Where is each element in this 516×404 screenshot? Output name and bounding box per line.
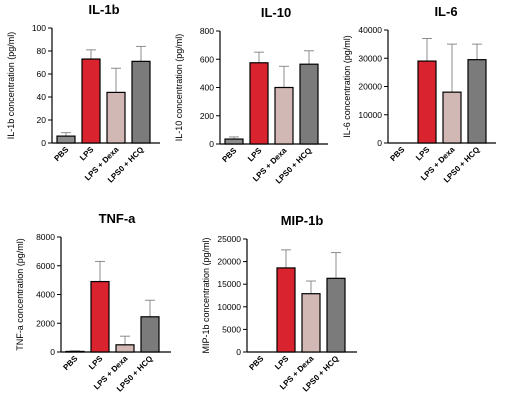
bar-lps-dexa: [115, 344, 135, 353]
y-tick-label: 5000: [222, 324, 241, 334]
chart-title: TNF-a: [99, 211, 137, 226]
y-tick-label: 600: [200, 54, 214, 64]
y-axis-label: IL-6 concentration (pg/ml): [342, 35, 352, 138]
y-tick-label: 8000: [36, 232, 55, 242]
panel-tnf-a: TNF-a TNF-a concentration (pg/ml) 0 2000 400…: [15, 211, 171, 394]
y-tick-label: 10000: [358, 110, 382, 120]
y-axis-label: IL-10 concentration (pg/ml): [174, 34, 184, 142]
x-tick-label-pbs: PBS: [388, 145, 406, 163]
y-tick-label: 0: [50, 347, 55, 357]
bar-lps0-hcq: [131, 60, 151, 144]
y-tick-label: 25000: [217, 234, 241, 244]
x-tick-label-lps: LPS: [414, 145, 432, 163]
bar-lps: [90, 280, 110, 353]
bar-lps-dexa: [442, 91, 462, 144]
x-tick-label-lps: LPS: [273, 354, 291, 372]
y-tick-label: 60: [37, 69, 47, 79]
chart-title: IL-10: [261, 5, 291, 20]
bar-lps: [276, 267, 296, 353]
x-tick-label-lps: LPS: [78, 145, 96, 163]
y-axis-label: IL-1b concentration (pg/ml): [6, 32, 16, 140]
bar-lps-dexa: [301, 293, 321, 353]
bar-lps-dexa: [274, 86, 294, 145]
bar-lps: [249, 62, 269, 145]
chart-title: IL-1b: [88, 2, 119, 17]
x-tick-label-pbs: PBS: [220, 146, 238, 164]
chart-title: IL-6: [434, 4, 457, 19]
y-tick-label: 800: [200, 26, 214, 36]
y-tick-label: 0: [209, 139, 214, 149]
bar-lps: [81, 58, 101, 144]
bar-lps0-hcq: [467, 59, 487, 144]
y-tick-label: 20000: [358, 82, 382, 92]
y-tick-label: 10000: [217, 302, 241, 312]
y-tick-label: 200: [200, 111, 214, 121]
bar-pbs: [224, 138, 244, 145]
bar-lps0-hcq: [326, 277, 346, 353]
bar-lps0-hcq: [140, 316, 160, 353]
y-tick-label: 20000: [217, 257, 241, 267]
x-tick-label-pbs: PBS: [61, 354, 79, 372]
bar-lps-dexa: [106, 91, 126, 144]
y-tick-label: 400: [200, 83, 214, 93]
panel-il-10: IL-10 IL-10 concentration (pg/ml) 0 200 400 6…: [174, 5, 328, 186]
y-tick-label: 0: [377, 138, 382, 148]
x-tick-label-lps: LPS: [87, 354, 105, 372]
y-tick-label: 30000: [358, 53, 382, 63]
bar-lps0-hcq: [299, 63, 319, 145]
panel-il-6: IL-6 IL-6 concentration (pg/ml) 0 10000 2000…: [342, 4, 496, 185]
y-tick-label: 6000: [36, 261, 55, 271]
y-tick-label: 80: [37, 46, 47, 56]
y-tick-label: 0: [41, 138, 46, 148]
panel-mip-1b: MIP-1b MIP-1b concentration (pg/ml) 0 5000 1…: [201, 213, 357, 394]
x-tick-label-lps: LPS: [246, 146, 264, 164]
y-tick-label: 100: [32, 23, 46, 33]
bar-pbs: [65, 350, 85, 353]
x-tick-label-pbs: PBS: [52, 145, 70, 163]
y-axis-label: TNF-a concentration (pg/ml): [15, 238, 25, 351]
bar-lps: [417, 60, 437, 144]
y-axis-label: MIP-1b concentration (pg/ml): [201, 237, 211, 353]
panel-il-1b: IL-1b IL-1b concentration (pg/ml) 0 20 40 60 8…: [6, 2, 160, 185]
y-tick-label: 40: [37, 92, 47, 102]
bar-pbs: [56, 135, 76, 144]
chart-title: MIP-1b: [281, 213, 324, 228]
y-tick-label: 4000: [36, 290, 55, 300]
y-tick-label: 40000: [358, 25, 382, 35]
y-tick-label: 15000: [217, 279, 241, 289]
y-tick-label: 20: [37, 115, 47, 125]
x-tick-label-pbs: PBS: [247, 354, 265, 372]
y-tick-label: 0: [236, 347, 241, 357]
y-tick-label: 2000: [36, 318, 55, 328]
